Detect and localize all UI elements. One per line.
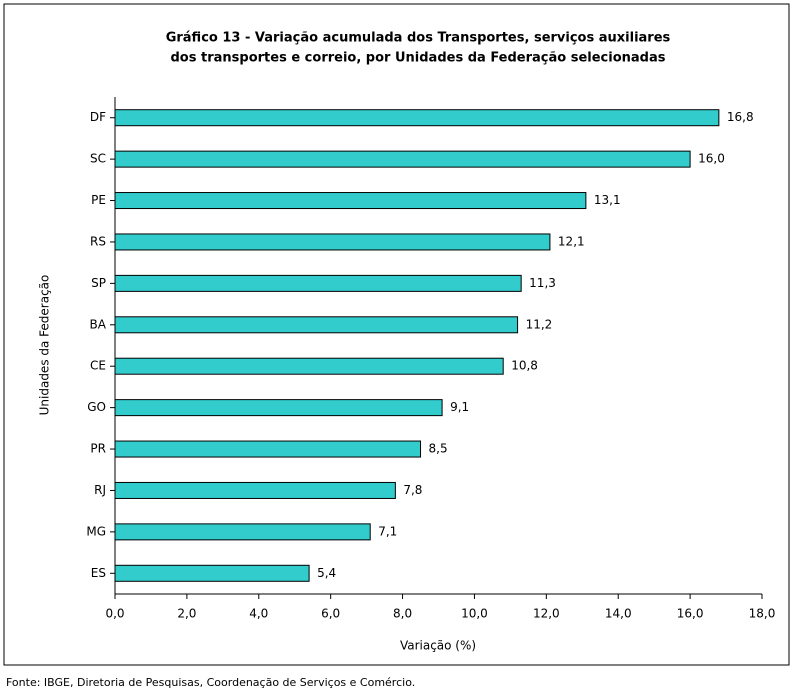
bar: [114, 150, 691, 168]
data-label: 16,8: [727, 110, 754, 124]
data-label: 12,1: [558, 234, 585, 248]
chart-title: Gráfico 13 - Variação acumulada dos Tran…: [166, 31, 671, 46]
y-tick-label: RJ: [94, 483, 106, 497]
y-tick-label: RS: [90, 234, 106, 248]
data-label: 9,1: [450, 400, 469, 414]
bar: [114, 274, 522, 292]
y-tick-label: GO: [87, 400, 106, 414]
y-tick-label: SP: [91, 276, 106, 290]
data-label: 11,3: [529, 276, 556, 290]
y-tick-label: DF: [90, 110, 106, 124]
x-tick-label: 6,0: [321, 607, 340, 621]
y-tick-label: PR: [90, 442, 106, 456]
x-tick-label: 8,0: [393, 607, 412, 621]
chart-title: dos transportes e correio, por Unidades …: [171, 51, 666, 66]
data-label: 5,4: [317, 566, 336, 580]
bar: [114, 564, 310, 582]
data-label: 11,2: [526, 317, 553, 331]
bar: [114, 316, 519, 334]
y-tick-label: ES: [91, 566, 106, 580]
y-tick-label: MG: [86, 524, 106, 538]
y-tick-label: CE: [90, 359, 106, 373]
data-label: 16,0: [698, 152, 725, 166]
bar: [114, 233, 551, 251]
x-tick-label: 10,0: [461, 607, 488, 621]
x-tick-label: 12,0: [533, 607, 560, 621]
x-tick-label: 14,0: [605, 607, 632, 621]
x-tick-label: 4,0: [249, 607, 268, 621]
bar: [114, 523, 371, 541]
data-label: 10,8: [511, 359, 538, 373]
y-axis-title: Unidades da Federação: [38, 275, 52, 416]
data-label: 8,5: [429, 442, 448, 456]
x-axis-title: Variação (%): [400, 639, 476, 653]
x-tick-label: 16,0: [677, 607, 704, 621]
x-tick-label: 2,0: [177, 607, 196, 621]
frame: [3, 3, 790, 666]
source-note: Fonte: IBGE, Diretoria de Pesquisas, Coo…: [6, 676, 415, 689]
bar: [114, 481, 396, 499]
x-tick-label: 0,0: [105, 607, 124, 621]
y-tick-label: SC: [90, 152, 106, 166]
data-label: 7,1: [378, 524, 397, 538]
x-tick-label: 18,0: [749, 607, 776, 621]
y-tick-label: PE: [91, 193, 106, 207]
data-label: 13,1: [594, 193, 621, 207]
bar: [114, 440, 422, 458]
bar: [114, 399, 443, 417]
y-tick-label: BA: [90, 317, 107, 331]
bar: [114, 357, 504, 375]
bar: [114, 192, 587, 210]
bar: [114, 109, 720, 127]
data-label: 7,8: [403, 483, 422, 497]
